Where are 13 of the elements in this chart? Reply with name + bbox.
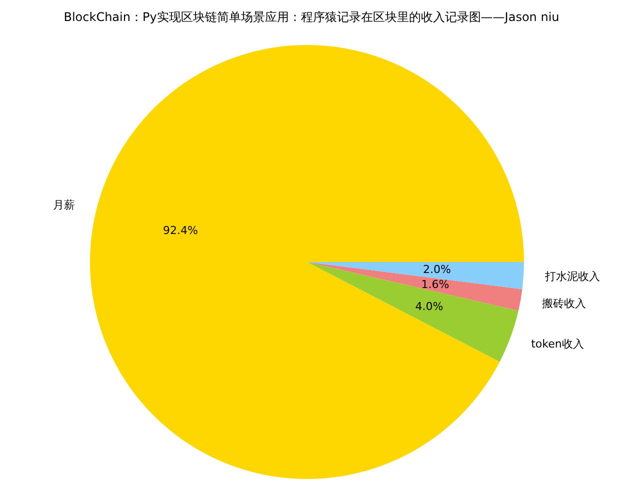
slice-label: token收入 (531, 337, 584, 350)
data-label: 92.4% (163, 224, 198, 238)
slice-label: 月薪 (53, 198, 76, 212)
data-label: 4.0% (415, 300, 444, 313)
pie-slice (307, 262, 518, 362)
data-label: 1.6% (421, 278, 450, 291)
pie-slice (307, 262, 524, 290)
pie-slice (307, 262, 522, 311)
slice-label: 打水泥收入 (544, 270, 600, 283)
data-label: 2.0% (422, 263, 451, 276)
pie-slice (90, 45, 524, 479)
slice-label: 搬砖收入 (542, 296, 586, 310)
chart-title: BlockChain：Py实现区块链简单场景应用：程序猿记录在区块里的收入记录图——Jason niu (64, 10, 560, 24)
